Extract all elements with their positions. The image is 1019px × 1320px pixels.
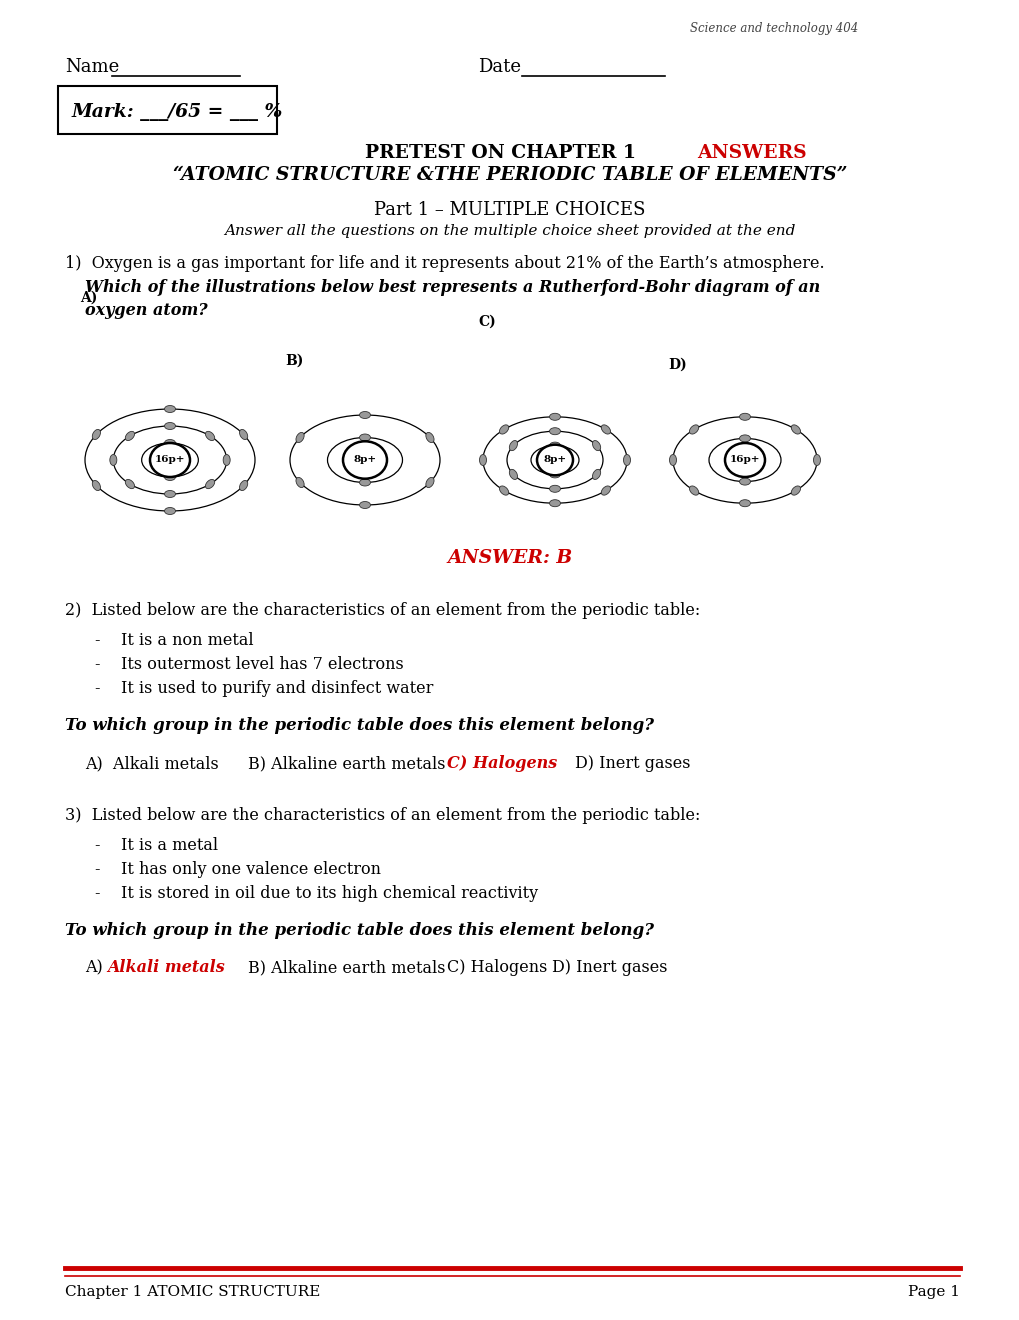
Text: 1)  Oxygen is a gas important for life and it represents about 21% of the Earth’: 1) Oxygen is a gas important for life an…: [65, 255, 823, 272]
Ellipse shape: [239, 480, 248, 491]
Text: D): D): [667, 358, 686, 372]
Ellipse shape: [508, 470, 517, 479]
Ellipse shape: [508, 441, 517, 450]
Ellipse shape: [205, 479, 214, 488]
Text: oxygen atom?: oxygen atom?: [85, 302, 208, 319]
Ellipse shape: [791, 425, 800, 434]
Ellipse shape: [342, 441, 386, 479]
Ellipse shape: [359, 479, 370, 486]
Ellipse shape: [739, 413, 750, 420]
Text: -    It is used to purify and disinfect water: - It is used to purify and disinfect wat…: [95, 680, 433, 697]
Text: ANSWER: B: ANSWER: B: [447, 549, 572, 568]
Ellipse shape: [359, 434, 370, 441]
Ellipse shape: [536, 445, 573, 475]
Text: Name: Name: [65, 58, 119, 77]
Ellipse shape: [426, 478, 434, 487]
Text: A)  Alkali metals: A) Alkali metals: [85, 755, 218, 772]
Ellipse shape: [359, 412, 370, 418]
Ellipse shape: [549, 442, 560, 449]
Text: B) Alkaline earth metals: B) Alkaline earth metals: [248, 960, 445, 975]
Ellipse shape: [668, 454, 676, 466]
Ellipse shape: [296, 433, 304, 442]
Ellipse shape: [223, 454, 230, 466]
Text: 3)  Listed below are the characteristics of an element from the periodic table:: 3) Listed below are the characteristics …: [65, 807, 700, 824]
Ellipse shape: [92, 480, 101, 491]
Ellipse shape: [549, 486, 560, 492]
Ellipse shape: [164, 422, 175, 429]
Ellipse shape: [592, 441, 600, 450]
Ellipse shape: [296, 478, 304, 487]
Text: -    It is a metal: - It is a metal: [95, 837, 218, 854]
Text: D) Inert gases: D) Inert gases: [551, 960, 666, 975]
Ellipse shape: [791, 486, 800, 495]
Ellipse shape: [549, 413, 560, 420]
Text: B): B): [284, 354, 303, 368]
Text: Mark: ___/65 = ___ %: Mark: ___/65 = ___ %: [72, 103, 283, 121]
Ellipse shape: [689, 486, 698, 495]
Ellipse shape: [739, 434, 750, 442]
Ellipse shape: [739, 500, 750, 507]
Text: Which of the illustrations below best represents a Rutherford-Bohr diagram of an: Which of the illustrations below best re…: [85, 279, 819, 296]
Text: -    It is stored in oil due to its high chemical reactivity: - It is stored in oil due to its high ch…: [95, 884, 538, 902]
Text: PRETEST ON CHAPTER 1: PRETEST ON CHAPTER 1: [365, 144, 654, 162]
Ellipse shape: [164, 440, 175, 446]
Ellipse shape: [239, 429, 248, 440]
Ellipse shape: [426, 433, 434, 442]
Ellipse shape: [164, 405, 175, 412]
Ellipse shape: [359, 502, 370, 508]
Ellipse shape: [813, 454, 819, 466]
Text: B) Alkaline earth metals: B) Alkaline earth metals: [248, 755, 445, 772]
Text: 8p+: 8p+: [354, 455, 376, 465]
Ellipse shape: [110, 454, 117, 466]
Ellipse shape: [150, 444, 190, 477]
Text: D) Inert gases: D) Inert gases: [575, 755, 690, 772]
Ellipse shape: [164, 507, 175, 515]
Ellipse shape: [499, 425, 508, 434]
Ellipse shape: [164, 474, 175, 480]
Ellipse shape: [739, 478, 750, 486]
Text: Science and technology 404: Science and technology 404: [689, 22, 857, 36]
Text: “ATOMIC STRUCTURE &THE PERIODIC TABLE OF ELEMENTS”: “ATOMIC STRUCTURE &THE PERIODIC TABLE OF…: [172, 166, 847, 183]
Ellipse shape: [689, 425, 698, 434]
Ellipse shape: [601, 486, 610, 495]
Text: C): C): [478, 314, 495, 329]
Text: To which group in the periodic table does this element belong?: To which group in the periodic table doe…: [65, 717, 653, 734]
Text: Alkali metals: Alkali metals: [107, 960, 224, 975]
Ellipse shape: [164, 491, 175, 498]
Text: A): A): [79, 290, 97, 305]
Text: ANSWERS: ANSWERS: [696, 144, 806, 162]
Text: 2)  Listed below are the characteristics of an element from the periodic table:: 2) Listed below are the characteristics …: [65, 602, 700, 619]
Text: Answer all the questions on the multiple choice sheet provided at the end: Answer all the questions on the multiple…: [224, 224, 795, 238]
Text: -    It has only one valence electron: - It has only one valence electron: [95, 861, 381, 878]
Text: Page 1: Page 1: [907, 1284, 959, 1299]
Ellipse shape: [479, 454, 486, 466]
Text: C) Halogens: C) Halogens: [446, 960, 547, 975]
Ellipse shape: [592, 470, 600, 479]
FancyBboxPatch shape: [58, 86, 277, 135]
Text: A): A): [85, 960, 108, 975]
Text: Part 1 – MULTIPLE CHOICES: Part 1 – MULTIPLE CHOICES: [374, 201, 645, 219]
Text: 8p+: 8p+: [543, 455, 566, 465]
Text: 16p+: 16p+: [155, 455, 185, 465]
Ellipse shape: [623, 454, 630, 466]
Text: 16p+: 16p+: [729, 455, 759, 465]
Text: Date: Date: [478, 58, 521, 77]
Text: C) Halogens: C) Halogens: [446, 755, 556, 772]
Ellipse shape: [125, 479, 135, 488]
Text: Chapter 1 ATOMIC STRUCTURE: Chapter 1 ATOMIC STRUCTURE: [65, 1284, 320, 1299]
Ellipse shape: [549, 428, 560, 434]
Ellipse shape: [549, 471, 560, 478]
Ellipse shape: [125, 432, 135, 441]
Text: To which group in the periodic table does this element belong?: To which group in the periodic table doe…: [65, 921, 653, 939]
Ellipse shape: [205, 432, 214, 441]
Text: -    It is a non metal: - It is a non metal: [95, 632, 254, 649]
Ellipse shape: [725, 444, 764, 477]
Text: -    Its outermost level has 7 electrons: - Its outermost level has 7 electrons: [95, 656, 404, 673]
Ellipse shape: [601, 425, 610, 434]
Ellipse shape: [549, 500, 560, 507]
Ellipse shape: [499, 486, 508, 495]
Ellipse shape: [92, 429, 101, 440]
